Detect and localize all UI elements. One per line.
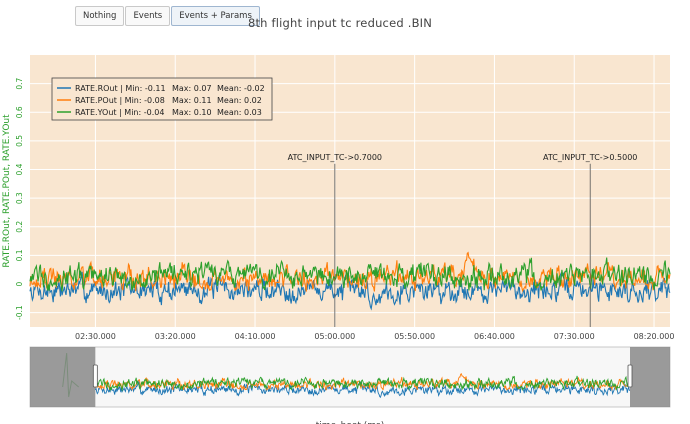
x-tick-label: 05:50.000	[394, 332, 435, 341]
events-button[interactable]: Events	[125, 6, 171, 26]
y-tick-label: 0.4	[15, 163, 24, 175]
y-tick-label: -0.1	[15, 305, 24, 320]
legend-name: RATE.ROut | Min: -0.11	[75, 84, 166, 93]
legend-box	[51, 77, 273, 121]
x-tick-label: 04:10.000	[235, 332, 276, 341]
event-toggle-group: Nothing Events Events + Params	[75, 6, 261, 26]
y-tick-label: 0.3	[15, 192, 24, 204]
y-tick-label: 0.5	[15, 135, 24, 147]
chart-title: 8th flight input tc reduced .BIN	[247, 16, 433, 30]
legend-max: Max: 0.11	[172, 96, 212, 105]
nothing-button[interactable]: Nothing	[75, 6, 125, 26]
range-slider-mask-left	[30, 347, 96, 407]
range-slider-mask-right	[630, 347, 670, 407]
range-slider[interactable]	[29, 346, 671, 408]
legend-mean: Mean: 0.03	[217, 108, 262, 117]
y-tick-label: 0.2	[15, 221, 24, 233]
legend-max: Max: 0.07	[172, 84, 212, 93]
y-tick-label: 0.6	[15, 106, 24, 118]
y-axis-title: RATE.ROut, RATE.POut, RATE.YOut	[2, 114, 12, 268]
x-tick-label: 08:20.000	[634, 332, 675, 341]
x-tick-label: 02:30.000	[75, 332, 116, 341]
y-tick-label: 0.1	[15, 249, 24, 261]
events-params-button[interactable]: Events + Params	[171, 6, 260, 26]
x-axis-title: time_boot (ms)	[316, 421, 384, 424]
x-tick-label: 07:30.000	[554, 332, 595, 341]
series-line-rate-rout	[29, 271, 671, 311]
range-slider-series	[94, 380, 631, 399]
series-line-rate-yout	[29, 257, 671, 292]
legend-mean: Mean: 0.02	[217, 96, 262, 105]
y-tick-label: 0	[15, 281, 24, 286]
event-annotation: ATC_INPUT_TC->0.5000	[543, 153, 637, 162]
legend-mean: Mean: -0.02	[217, 84, 265, 93]
x-tick-label: 06:40.000	[474, 332, 515, 341]
x-tick-label: 05:00.000	[314, 332, 355, 341]
legend-name: RATE.YOut | Min: -0.04	[75, 108, 164, 117]
legend-max: Max: 0.10	[172, 108, 212, 117]
range-slider-series	[94, 375, 631, 392]
x-tick-label: 03:20.000	[155, 332, 196, 341]
range-slider-handle-right[interactable]	[627, 364, 633, 388]
legend-name: RATE.POut | Min: -0.08	[75, 96, 165, 105]
y-tick-label: 0.7	[15, 77, 24, 89]
range-slider-handle-left[interactable]	[92, 364, 98, 388]
event-annotation: ATC_INPUT_TC->0.7000	[288, 153, 382, 162]
